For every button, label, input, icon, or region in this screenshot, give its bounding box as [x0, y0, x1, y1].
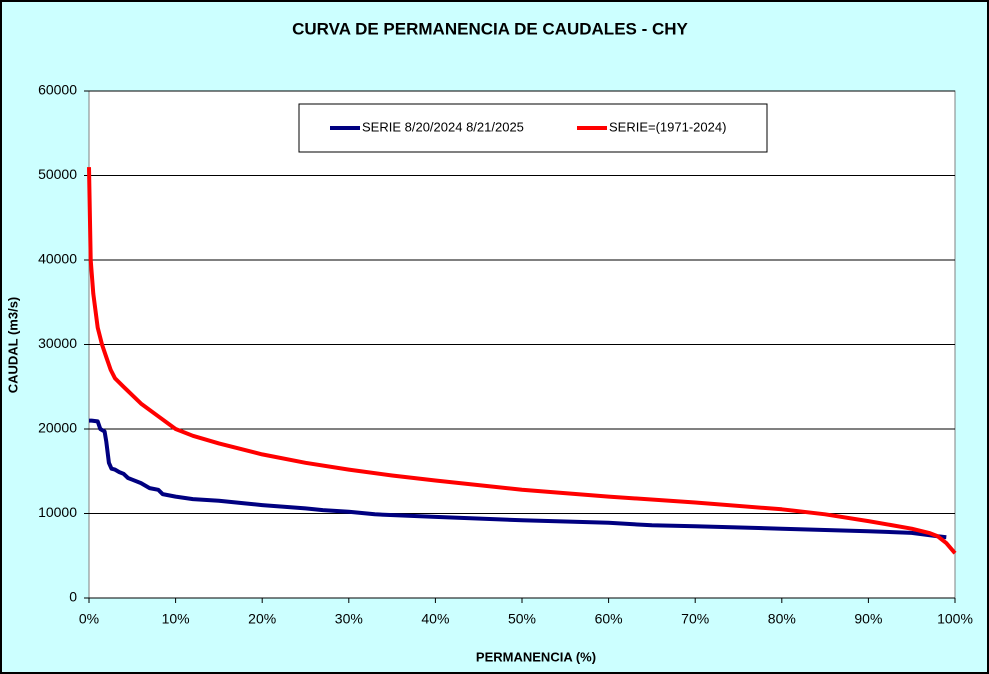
x-tick-label: 80%: [768, 611, 796, 627]
series-line: [89, 418, 947, 540]
series-line: [87, 167, 957, 555]
x-tick-label: 60%: [595, 611, 623, 627]
x-tick-label: 100%: [937, 611, 973, 627]
y-tick-label: 10000: [38, 504, 77, 520]
x-tick-label: 10%: [162, 611, 190, 627]
x-tick-label: 30%: [335, 611, 363, 627]
legend-label: SERIE 8/20/2024 8/21/2025: [362, 119, 524, 134]
x-axis-label: PERMANENCIA (%): [476, 649, 596, 664]
x-tick-label: 20%: [248, 611, 276, 627]
y-tick-label: 40000: [38, 251, 77, 267]
y-tick-label: 60000: [38, 82, 77, 98]
y-tick-label: 0: [69, 589, 77, 605]
y-tick-label: 30000: [38, 335, 77, 351]
y-axis-label: CAUDAL (m3/s): [5, 297, 20, 394]
legend-label: SERIE=(1971-2024): [609, 119, 726, 134]
x-tick-label: 40%: [421, 611, 449, 627]
legend: [298, 103, 768, 153]
x-tick-label: 70%: [681, 611, 709, 627]
chart-title: CURVA DE PERMANENCIA DE CAUDALES - CHY: [292, 19, 688, 38]
x-tick-label: 50%: [508, 611, 536, 627]
y-tick-label: 20000: [38, 420, 77, 436]
x-tick-label: 90%: [854, 611, 882, 627]
y-tick-label: 50000: [38, 166, 77, 182]
x-tick-label: 0%: [79, 611, 99, 627]
